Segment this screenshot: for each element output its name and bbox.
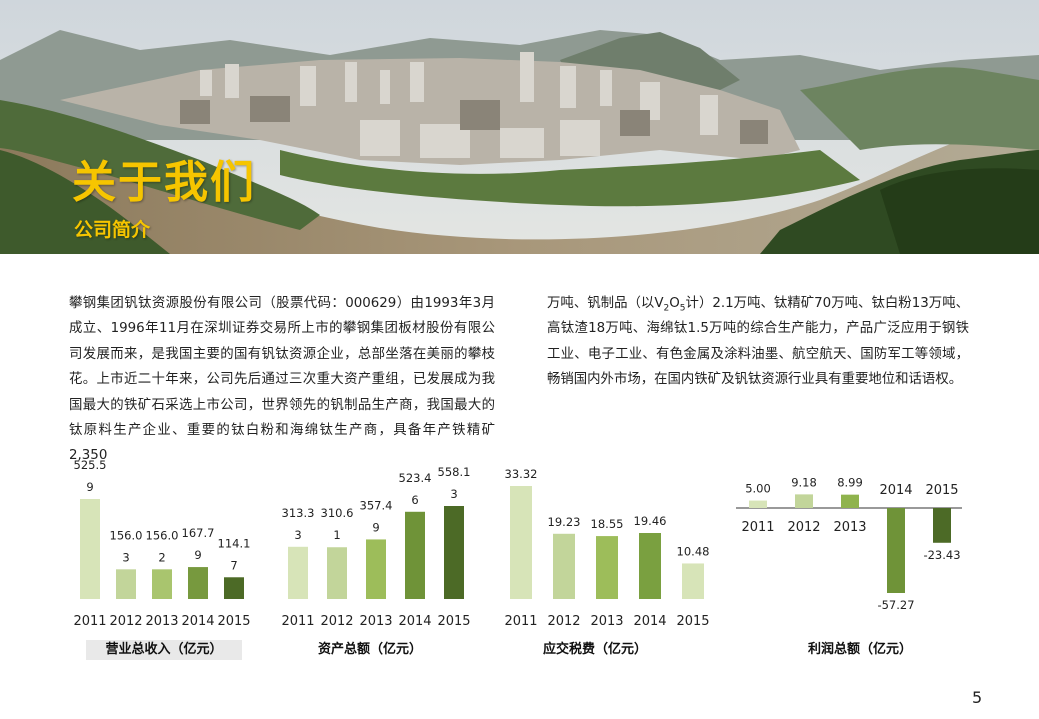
bar-2015 (933, 508, 951, 543)
category-label-2013: 2013 (145, 614, 178, 629)
data-label-2013: 8.99 (837, 476, 863, 490)
data-label-2013: 18.55 (591, 517, 624, 531)
category-label-2011: 2011 (281, 614, 314, 629)
bar-2014 (405, 511, 425, 599)
category-label-2011: 2011 (741, 520, 774, 535)
city-river-photo (0, 0, 1039, 254)
page-subtitle: 公司简介 (74, 219, 151, 241)
category-label-2013: 2013 (590, 614, 623, 629)
data-label-2013: 357.4 9 (360, 498, 393, 534)
bar-2012 (795, 494, 813, 508)
bar-2013 (596, 536, 618, 599)
chart-profit-title: 利润总额（亿元） (807, 642, 912, 657)
chart-profit: 5.00 2011 9.18 2012 8.99 2013 -57.27 2014 -23.43… (732, 455, 967, 635)
data-label-2015: 10.48 (677, 544, 710, 558)
category-label-2015: 2015 (676, 614, 709, 629)
intro-col2-part-b: O (669, 296, 680, 311)
data-label-2012: 9.18 (791, 475, 817, 489)
chart-revenue-title: 营业总收入（亿元） (86, 640, 242, 660)
bar-2012 (553, 533, 575, 599)
data-label-2012: 310.6 1 (321, 506, 354, 542)
category-label-2015: 2015 (925, 483, 958, 498)
page-title: 关于我们 (72, 157, 256, 208)
category-label-2014: 2014 (633, 614, 666, 629)
data-label-2015: 114.1 7 (218, 536, 251, 572)
category-label-2015: 2015 (217, 614, 250, 629)
category-label-2011: 2011 (504, 614, 537, 629)
category-label-2014: 2014 (398, 614, 431, 629)
chart-profit-svg: 5.00 2011 9.18 2012 8.99 2013 -57.27 2014 -23.43… (736, 475, 962, 612)
intro-col2-sub-1: 2 (663, 303, 670, 314)
bar-2011 (510, 486, 532, 599)
data-label-2011: 525.5 9 (74, 458, 107, 494)
chart-assets: 313.3 3 2011 310.6 1 2012 357.4 9 2013 523.4 6 2014… (278, 455, 473, 635)
data-label-2014: 19.46 (634, 514, 667, 528)
intro-column-1: 攀钢集团钒钛资源股份有限公司（股票代码：000629）由1993年3月成立、19… (69, 296, 495, 464)
bar-2013 (366, 539, 386, 599)
data-label-2015: -23.43 (923, 548, 960, 562)
bar-2011 (80, 499, 100, 599)
data-label-2011: 313.3 3 (282, 506, 315, 542)
chart-revenue-svg: 525.5 9 2011 156.0 3 2012 156.0 2 2013 167.7 9 2014… (73, 458, 251, 629)
data-label-2015: 558.1 3 (438, 465, 471, 501)
category-label-2012: 2012 (320, 614, 353, 629)
category-label-2011: 2011 (73, 614, 106, 629)
page-number: 5 (972, 688, 983, 707)
category-label-2012: 2012 (547, 614, 580, 629)
hero-banner: 关于我们 公司简介 (0, 0, 1039, 254)
bar-2011 (749, 500, 767, 508)
data-label-2014: 167.7 9 (182, 526, 215, 562)
bar-2014 (188, 567, 208, 599)
bar-2012 (327, 547, 347, 599)
intro-col2-part-c: 计）2.1万吨、钛精矿70万吨、钛白粉13万吨、高钛渣18万吨、海绵钛1.5万吨… (547, 296, 969, 388)
chart-tax-title: 应交税费（亿元） (542, 642, 647, 657)
bar-2013 (841, 494, 859, 508)
bar-2014 (639, 533, 661, 599)
chart-revenue: 525.5 9 2011 156.0 3 2012 156.0 2 2013 167.7 9 2014… (68, 455, 258, 635)
intro-column-2: 万吨、钒制品（以V2O5计）2.1万吨、钛精矿70万吨、钛白粉13万吨、高钛渣1… (547, 291, 969, 393)
bar-2014 (887, 508, 905, 593)
bar-2015 (444, 506, 464, 599)
chart-tax-svg: 33.32 2011 19.23 2012 18.55 2013 19.46 2014 10.4… (504, 467, 710, 629)
data-label-2013: 156.0 2 (146, 528, 179, 564)
data-label-2014: -57.27 (877, 598, 914, 612)
category-label-2013: 2013 (833, 520, 866, 535)
data-label-2012: 156.0 3 (110, 528, 143, 564)
chart-assets-svg: 313.3 3 2011 310.6 1 2012 357.4 9 2013 523.4 6 2014… (281, 465, 471, 629)
category-label-2014: 2014 (181, 614, 214, 629)
intro-col2-part-a: 万吨、钒制品（以V (547, 296, 664, 311)
category-label-2012: 2012 (787, 520, 820, 535)
category-label-2015: 2015 (437, 614, 470, 629)
category-label-2014: 2014 (879, 483, 912, 498)
bar-2015 (224, 577, 244, 599)
bar-2011 (288, 546, 308, 599)
bar-2013 (152, 569, 172, 599)
data-label-2014: 523.4 6 (399, 471, 432, 507)
category-label-2013: 2013 (359, 614, 392, 629)
bar-2015 (682, 563, 704, 599)
data-label-2011: 33.32 (505, 467, 538, 481)
data-label-2012: 19.23 (548, 515, 581, 529)
chart-assets-title: 资产总额（亿元） (317, 642, 422, 657)
intro-col2-sub-2: 5 (679, 303, 686, 314)
bar-2012 (116, 569, 136, 599)
category-label-2012: 2012 (109, 614, 142, 629)
chart-tax: 33.32 2011 19.23 2012 18.55 2013 19.46 2014 10.4… (500, 455, 715, 635)
data-label-2011: 5.00 (745, 482, 771, 496)
